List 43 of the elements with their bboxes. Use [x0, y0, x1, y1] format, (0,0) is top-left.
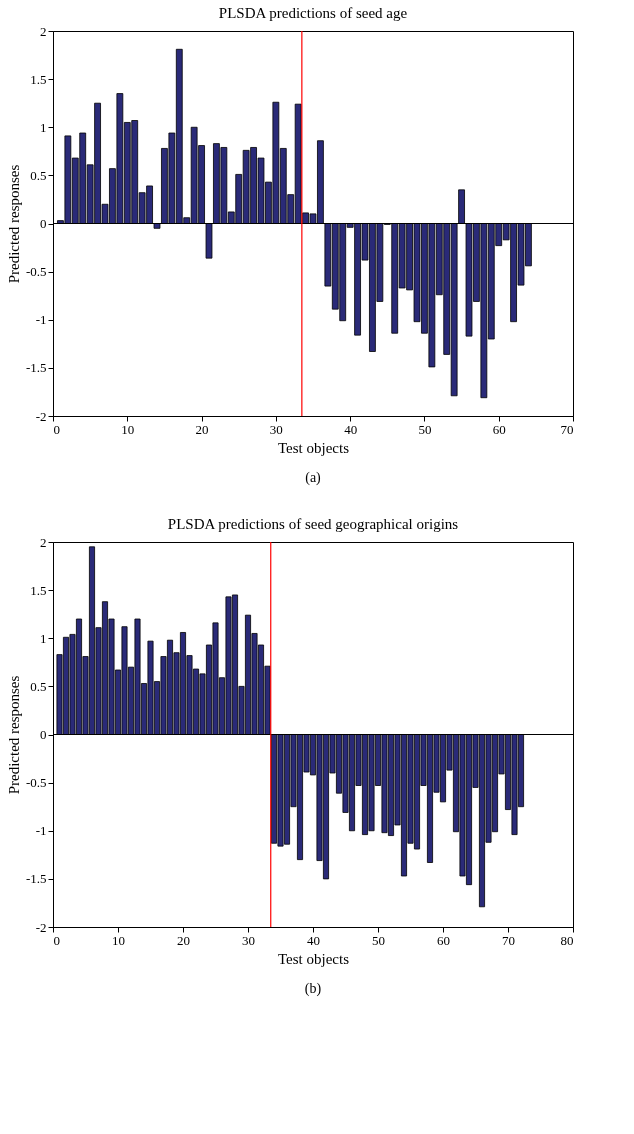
- y-tick-label: 0.5: [30, 678, 47, 694]
- y-tick-label: 0: [40, 727, 47, 742]
- x-tick-label: 60: [437, 932, 450, 948]
- x-tick-label: 30: [269, 421, 283, 437]
- y-tick-label: -2: [35, 408, 47, 424]
- y-tick-label: -0.5: [25, 264, 47, 280]
- x-tick-label: 40: [307, 932, 320, 948]
- y-tick-label: 1: [40, 119, 47, 135]
- y-tick-label: 1: [40, 630, 47, 646]
- x-tick-label: 60: [492, 421, 506, 437]
- x-tick-label: 40: [344, 421, 358, 437]
- y-tick-label: -1.5: [25, 360, 47, 376]
- x-tick-label: 20: [195, 421, 209, 437]
- chart-title: PLSDA predictions of seed age: [218, 5, 408, 21]
- x-tick-label: 30: [242, 932, 255, 948]
- x-tick-label: 70: [502, 932, 515, 948]
- y-axis-title: Predicted responses: [5, 164, 22, 284]
- y-tick-label: -0.5: [25, 775, 47, 791]
- y-tick-label: -1.5: [25, 871, 47, 887]
- x-tick-label: 0: [53, 932, 60, 948]
- y-tick-label: -1: [35, 312, 47, 328]
- x-tick-label: 80: [560, 932, 574, 948]
- x-axis-title: Test objects: [277, 439, 350, 456]
- y-tick-label: 1.5: [30, 582, 47, 598]
- x-tick-label: 20: [177, 932, 190, 948]
- x-tick-label: 10: [121, 421, 135, 437]
- y-tick-label: 0.5: [30, 167, 47, 183]
- x-tick-label: 0: [53, 421, 60, 437]
- chart-title: PLSDA predictions of seed geographical origins: [167, 516, 459, 532]
- y-tick-label: 2: [40, 23, 47, 39]
- x-tick-label: 50: [372, 932, 385, 948]
- y-tick-label: 1.5: [30, 71, 47, 87]
- x-tick-label: 10: [112, 932, 125, 948]
- y-tick-label: 2: [40, 534, 47, 550]
- x-tick-label: 70: [560, 421, 574, 437]
- x-tick-label: 50: [418, 421, 432, 437]
- text: (b): [304, 981, 322, 997]
- y-tick-label: 0: [40, 216, 47, 231]
- text: (a): [305, 470, 322, 486]
- x-axis-title: Test objects: [277, 950, 350, 967]
- y-tick-label: -2: [35, 919, 47, 935]
- y-axis-title: Predicted responses: [5, 675, 22, 795]
- y-tick-label: -1: [35, 823, 47, 839]
